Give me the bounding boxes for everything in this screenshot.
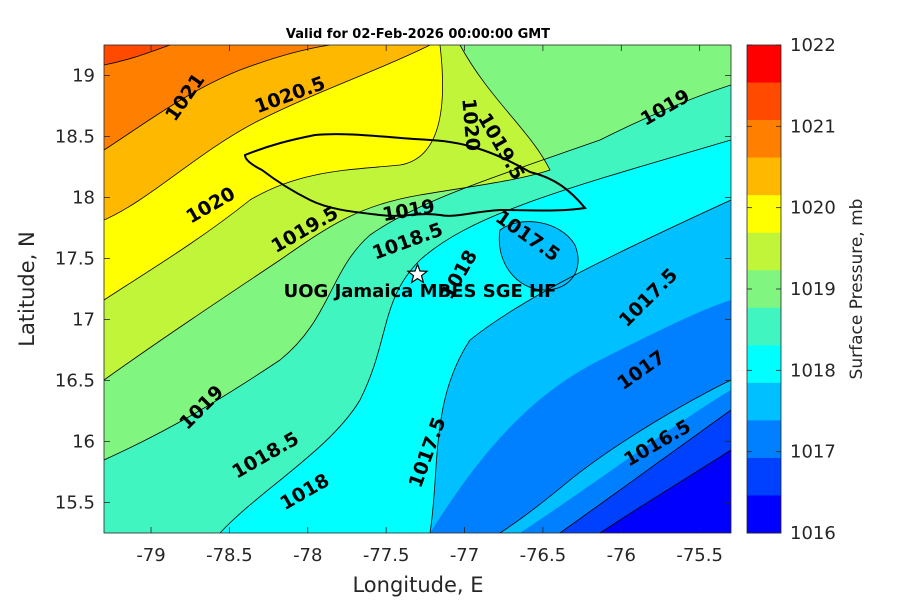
colorbar-swatch bbox=[747, 45, 781, 84]
colorbar-swatch bbox=[747, 457, 781, 496]
colorbar-swatch bbox=[747, 157, 781, 196]
colorbar bbox=[747, 45, 781, 534]
y-tick-label: 18 bbox=[72, 188, 95, 209]
colorbar-tick-label: 1016 bbox=[790, 523, 836, 544]
colorbar-swatch bbox=[747, 270, 781, 309]
colorbar-tick-label: 1021 bbox=[790, 116, 836, 137]
x-tick-label: -79 bbox=[136, 545, 165, 566]
colorbar-swatch bbox=[747, 307, 781, 346]
x-tick-label: -76 bbox=[607, 545, 636, 566]
colorbar-swatch bbox=[747, 120, 781, 159]
x-tick-label: -78.5 bbox=[206, 545, 253, 566]
map-axes-border bbox=[103, 44, 732, 534]
band-1017-mid bbox=[430, 300, 731, 533]
colorbar-ticks: 1022 1021 1020 1019 1018 1017 1016 bbox=[747, 35, 836, 544]
map-title: Valid for 02-Feb-2026 00:00:00 GMT bbox=[286, 27, 550, 42]
colorbar-swatch bbox=[747, 232, 781, 271]
y-tick-label: 16 bbox=[72, 432, 95, 453]
colorbar-swatch bbox=[747, 382, 781, 421]
y-tick-label: 17 bbox=[72, 310, 95, 331]
y-tick-label: 15.5 bbox=[55, 493, 95, 514]
x-tick-label: -77.5 bbox=[363, 545, 410, 566]
x-tick-label: -76.5 bbox=[520, 545, 567, 566]
y-axis-label: Latitude, N bbox=[15, 231, 39, 347]
colorbar-tick-label: 1020 bbox=[790, 198, 836, 219]
contour-lines bbox=[104, 45, 731, 533]
x-tick-label: -75.5 bbox=[676, 545, 723, 566]
y-tick-label: 19 bbox=[72, 66, 95, 87]
colorbar-swatch bbox=[747, 195, 781, 234]
colorbar-swatch bbox=[747, 495, 781, 534]
band-above-1021 bbox=[104, 45, 170, 65]
y-tick-label: 16.5 bbox=[55, 371, 95, 392]
x-tick-label: -78 bbox=[293, 545, 322, 566]
band-1020.5-1021 bbox=[104, 45, 330, 150]
y-axis-ticks: 19 18.5 18 17.5 17 16.5 16 15.5 bbox=[55, 66, 731, 514]
colorbar-label: Surface Pressure, mb bbox=[847, 199, 867, 380]
site-star-icon bbox=[406, 262, 429, 284]
contour-label: 1020 bbox=[457, 97, 484, 152]
colorbar-tick-label: 1017 bbox=[790, 442, 836, 463]
colorbar-swatch bbox=[747, 420, 781, 459]
y-tick-label: 18.5 bbox=[55, 127, 95, 148]
colorbar-tick-label: 1022 bbox=[790, 35, 836, 56]
x-axis-ticks: -79 -78.5 -78 -77.5 -77 -76.5 -76 -75.5 bbox=[136, 45, 723, 566]
low-pocket bbox=[499, 221, 579, 290]
jamaica-coastline bbox=[243, 133, 587, 217]
colorbar-tick-label: 1019 bbox=[790, 279, 836, 300]
x-axis-label: Longitude, E bbox=[352, 573, 483, 597]
colorbar-tick-label: 1018 bbox=[790, 360, 836, 381]
y-tick-label: 17.5 bbox=[55, 249, 95, 270]
site-label: UOG Jamaica MBES SGE HF bbox=[284, 281, 557, 302]
x-tick-label: -77 bbox=[450, 545, 479, 566]
colorbar-swatch bbox=[747, 345, 781, 384]
colorbar-swatch bbox=[747, 82, 781, 121]
